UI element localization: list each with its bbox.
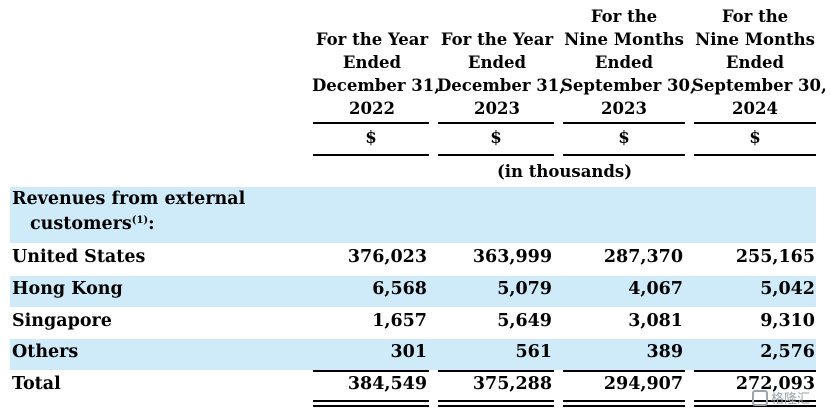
total-value: 272,093 <box>735 374 815 394</box>
column-header-9m2023: For the Nine Months Ended September 30, … <box>561 7 696 118</box>
cell-value: 561 <box>515 342 552 362</box>
cell-value: 5,079 <box>497 279 552 299</box>
row-label: Hong Kong <box>12 279 123 299</box>
total-top-rule-col4 <box>694 370 816 372</box>
total-top-rule-col3 <box>563 370 685 372</box>
cell-value: 4,067 <box>628 279 683 299</box>
total-double-rule-col1-b <box>313 405 429 407</box>
header-rule-col4 <box>694 122 816 124</box>
currency-col1: $ <box>365 128 377 147</box>
total-double-rule-col4-a <box>694 400 816 402</box>
cell-value: 363,999 <box>472 247 552 267</box>
watermark-text: 格隆汇 <box>771 392 811 407</box>
total-double-rule-col2-a <box>438 400 554 402</box>
currency-rule-col3 <box>563 154 685 156</box>
header-rule-col1 <box>313 122 429 124</box>
watermark-logo: 格隆汇 <box>752 388 822 408</box>
band-section <box>10 187 816 243</box>
column-header-fy2023: For the Year Ended December 31, 2023 <box>437 30 565 118</box>
cell-value: 255,165 <box>735 247 815 267</box>
section-label-line1: Revenues from external <box>12 189 246 209</box>
cell-value: 376,023 <box>347 247 427 267</box>
cell-value: 5,042 <box>760 279 815 299</box>
cell-value: 389 <box>646 342 683 362</box>
cell-value: 2,576 <box>760 342 815 362</box>
row-label: Others <box>12 342 79 362</box>
total-value: 294,907 <box>603 374 683 394</box>
total-double-rule-col3-a <box>563 400 685 402</box>
section-label-line2: customers <box>30 214 132 234</box>
cell-value: 9,310 <box>760 311 815 331</box>
header-rule-col3 <box>563 122 685 124</box>
cell-value: 287,370 <box>603 247 683 267</box>
section-label: Revenues from external <box>12 189 245 209</box>
total-double-rule-col3-b <box>563 405 685 407</box>
column-header-fy2022: For the Year Ended December 31, 2022 <box>312 30 440 118</box>
units-label: (in thousands) <box>496 162 633 181</box>
currency-rule-col4 <box>694 154 816 156</box>
footnote-marker: (1) <box>131 215 149 226</box>
row-label: United States <box>12 247 146 267</box>
band-hong-kong <box>10 276 816 307</box>
total-label: Total <box>12 374 61 394</box>
currency-col3: $ <box>618 128 630 147</box>
header-rule-col2 <box>438 122 554 124</box>
row-label: Singapore <box>12 311 112 331</box>
currency-rule-col2 <box>438 154 554 156</box>
cell-value: 301 <box>390 342 427 362</box>
total-value: 384,549 <box>347 374 427 394</box>
watermark-icon <box>752 390 768 406</box>
cell-value: 3,081 <box>628 311 683 331</box>
total-top-rule-col1 <box>313 370 429 372</box>
column-header-9m2024: For the Nine Months Ended September 30, … <box>692 7 827 118</box>
currency-col4: $ <box>749 128 761 147</box>
cell-value: 5,649 <box>497 311 552 331</box>
total-double-rule-col2-b <box>438 405 554 407</box>
section-label-continued: customers(1): <box>30 214 155 234</box>
total-double-rule-col1-a <box>313 400 429 402</box>
total-double-rule-col4-b <box>694 405 816 407</box>
currency-col2: $ <box>490 128 502 147</box>
band-others <box>10 339 816 370</box>
currency-rule-col1 <box>313 154 429 156</box>
total-value: 375,288 <box>472 374 552 394</box>
section-colon: : <box>148 214 155 234</box>
cell-value: 1,657 <box>372 311 427 331</box>
total-top-rule-col2 <box>438 370 554 372</box>
cell-value: 6,568 <box>372 279 427 299</box>
